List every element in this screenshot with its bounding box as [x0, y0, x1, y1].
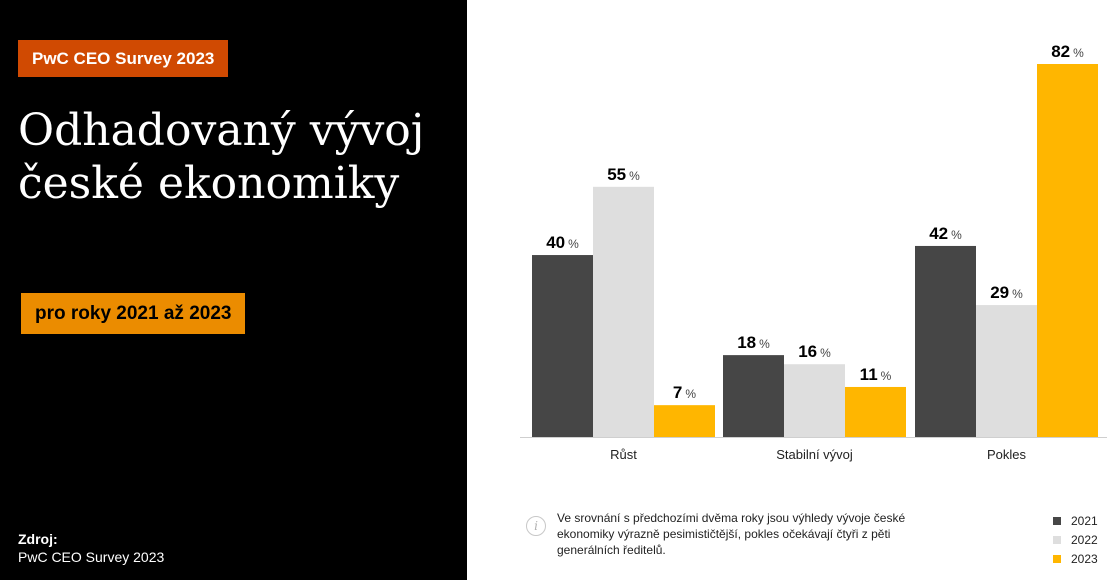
legend-label-2023: 2023 [1071, 551, 1098, 566]
source-block: Zdroj: PwC CEO Survey 2023 [18, 530, 164, 566]
bar-2021-0 [532, 255, 593, 437]
bar-2021-1 [723, 355, 784, 437]
data-label-2022-0: 55% [607, 165, 640, 184]
legend-swatch-2023 [1053, 554, 1061, 563]
bar-2023-0 [654, 405, 715, 437]
chart-area: 40% 55% 7% Růst 18% 16% 11% Stabilní vývoj 42% 29… [467, 0, 1119, 580]
info-icon: i [526, 516, 546, 536]
data-label-2023-0: 7% [673, 383, 696, 402]
period-badge: pro roky 2021 až 2023 [21, 293, 246, 334]
survey-badge: PwC CEO Survey 2023 [18, 40, 229, 77]
data-label-2021-1: 18% [737, 333, 770, 352]
data-label-2022-1: 16% [798, 342, 831, 361]
bar-2023-1 [845, 386, 906, 437]
bar-2022-0 [593, 186, 654, 437]
category-label-1: Stabilní vývoj [776, 447, 853, 462]
legend: 2021 2022 2023 [1053, 511, 1115, 568]
bar-2023-2 [1037, 64, 1098, 437]
legend-swatch-2022 [1053, 535, 1061, 544]
source-label: Zdroj: [18, 531, 58, 547]
data-label-2021-2: 42% [929, 224, 962, 243]
source-text: PwC CEO Survey 2023 [18, 549, 165, 565]
bar-2021-2 [915, 245, 976, 437]
data-label-2023-1: 11% [860, 365, 892, 384]
category-label-0: Růst [610, 447, 637, 462]
bar-2022-1 [784, 364, 845, 437]
data-label-2022-2: 29% [990, 283, 1023, 302]
legend-item-2022: 2022 [1053, 530, 1115, 549]
data-label-2023-2: 82% [1051, 42, 1084, 61]
data-label-2021-0: 40% [546, 233, 579, 252]
legend-label-2022: 2022 [1071, 532, 1098, 547]
legend-swatch-2021 [1053, 516, 1061, 525]
legend-label-2021: 2021 [1071, 513, 1098, 528]
category-label-2: Pokles [987, 447, 1027, 462]
bar-2022-2 [976, 305, 1037, 437]
legend-item-2021: 2021 [1053, 511, 1115, 530]
note-text: Ve srovnání s předchozími dvěma roky jso… [557, 511, 906, 557]
legend-item-2023: 2023 [1053, 549, 1115, 568]
bar-chart: 40 % 55 % 7 % Růst 18% 16 % 11 % Stabilní vývoj 42 % 29… [520, 42, 1107, 462]
page-title: Odhadovaný vývoj české ekonomiky [18, 105, 425, 209]
left-panel: PwC CEO Survey 2023 Odhadovaný vývoj čes… [0, 0, 467, 580]
